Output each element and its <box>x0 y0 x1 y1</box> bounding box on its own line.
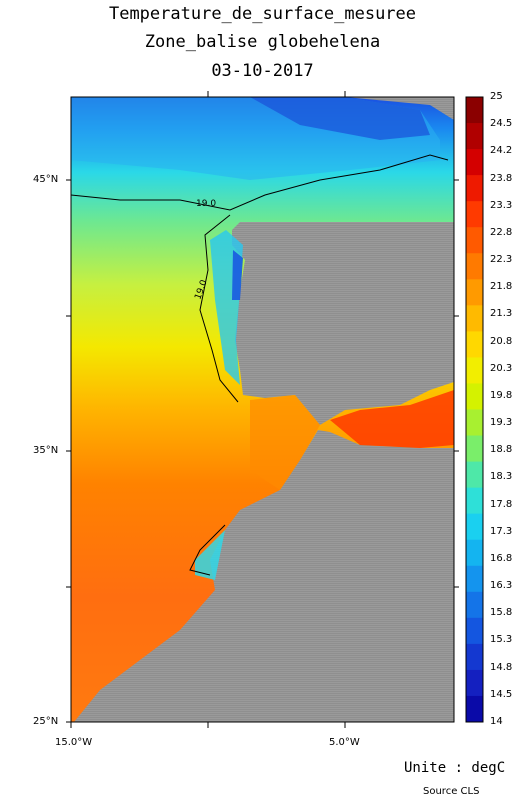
lat-label-45n: 45°N <box>33 174 59 185</box>
colorbar-swatch <box>466 305 483 332</box>
colorbar-swatch <box>466 123 483 150</box>
colorbar-swatch <box>466 643 483 671</box>
colorbar-swatch <box>466 279 483 306</box>
colorbar-label: 22.8 <box>490 226 513 238</box>
contour-label-1: 19.0 <box>196 199 216 209</box>
map-date: 03-10-2017 <box>211 61 314 81</box>
colorbar-swatch <box>466 409 483 437</box>
colorbar-label: 16.8 <box>490 552 513 564</box>
colorbar-swatch <box>466 617 483 645</box>
colorbar-label: 24.5 <box>490 118 513 130</box>
map-frame <box>70 96 455 723</box>
lon-label-5w: 5.0°W <box>329 737 360 748</box>
colorbar-label: 22.3 <box>490 254 513 266</box>
colorbar-label: 19.3 <box>490 417 513 429</box>
unit-label: Unite : degC <box>404 760 506 776</box>
colorbar-label: 19.8 <box>490 389 513 401</box>
colorbar-label: 20.8 <box>490 335 513 347</box>
lat-label-25n: 25°N <box>33 716 59 727</box>
colorbar-label: 16.3 <box>490 580 513 592</box>
colorbar-label: 14 <box>490 716 503 727</box>
colorbar-label: 20.3 <box>490 362 513 374</box>
colorbar-swatch <box>466 513 483 541</box>
contour-19-line <box>70 154 449 211</box>
colorbar-swatch <box>466 591 483 619</box>
colorbar-label: 18.8 <box>490 444 513 456</box>
iberia-land <box>232 97 454 425</box>
colorbar-swatch <box>466 149 483 176</box>
alboran-warm <box>330 390 454 448</box>
colorbar-swatch <box>466 253 483 280</box>
colorbar-label: 17.8 <box>490 498 513 510</box>
colorbar <box>466 97 483 723</box>
colorbar-swatch <box>466 331 483 358</box>
map-subtitle: Zone_balise globehelena <box>144 32 381 52</box>
colorbar-label: 21.8 <box>490 281 513 293</box>
colorbar-swatch <box>466 97 483 124</box>
source-label: Source CLS <box>423 786 480 797</box>
lat-label-35n: 35°N <box>33 445 59 456</box>
colorbar-swatch <box>466 435 483 463</box>
colorbar-swatch <box>466 695 483 723</box>
north-cold-core <box>250 97 430 140</box>
colorbar-swatch <box>466 201 483 228</box>
map-title: Temperature_de_surface_mesuree <box>108 4 417 24</box>
contour-19-morocco <box>189 524 226 576</box>
morocco-upwelling <box>195 530 225 580</box>
colorbar-swatch <box>466 461 483 489</box>
colorbar-label: 24.2 <box>490 145 513 157</box>
colorbar-label: 23.8 <box>490 172 513 184</box>
africa-land <box>74 430 454 722</box>
gibraltar-warm <box>250 395 320 490</box>
portugal-upwelling-core <box>232 250 243 300</box>
lat-ticks <box>66 179 459 723</box>
colorbar-label: 15.3 <box>490 634 513 646</box>
colorbar-swatch <box>466 565 483 593</box>
colorbar-swatch <box>466 487 483 515</box>
colorbar-label: 18.3 <box>490 471 513 483</box>
colorbar-label: 21.3 <box>490 308 513 320</box>
colorbar-swatch <box>466 383 483 410</box>
colorbar-label: 15.8 <box>490 607 513 619</box>
colorbar-label: 17.3 <box>490 525 513 537</box>
colorbar-swatch <box>466 669 483 697</box>
colorbar-label: 25 <box>490 91 503 102</box>
colorbar-swatch <box>466 227 483 254</box>
lon-label-15w: 15.0°W <box>55 737 93 748</box>
lon-ticks <box>70 91 346 728</box>
colorbar-frame <box>465 96 484 723</box>
colorbar-label: 23.3 <box>490 199 513 211</box>
colorbar-swatch <box>466 175 483 202</box>
colorbar-swatch <box>466 357 483 384</box>
colorbar-label: 14.8 <box>490 661 513 673</box>
colorbar-label: 14.5 <box>490 688 513 700</box>
contour-19-line-coast <box>199 214 239 403</box>
colorbar-swatch <box>466 539 483 567</box>
